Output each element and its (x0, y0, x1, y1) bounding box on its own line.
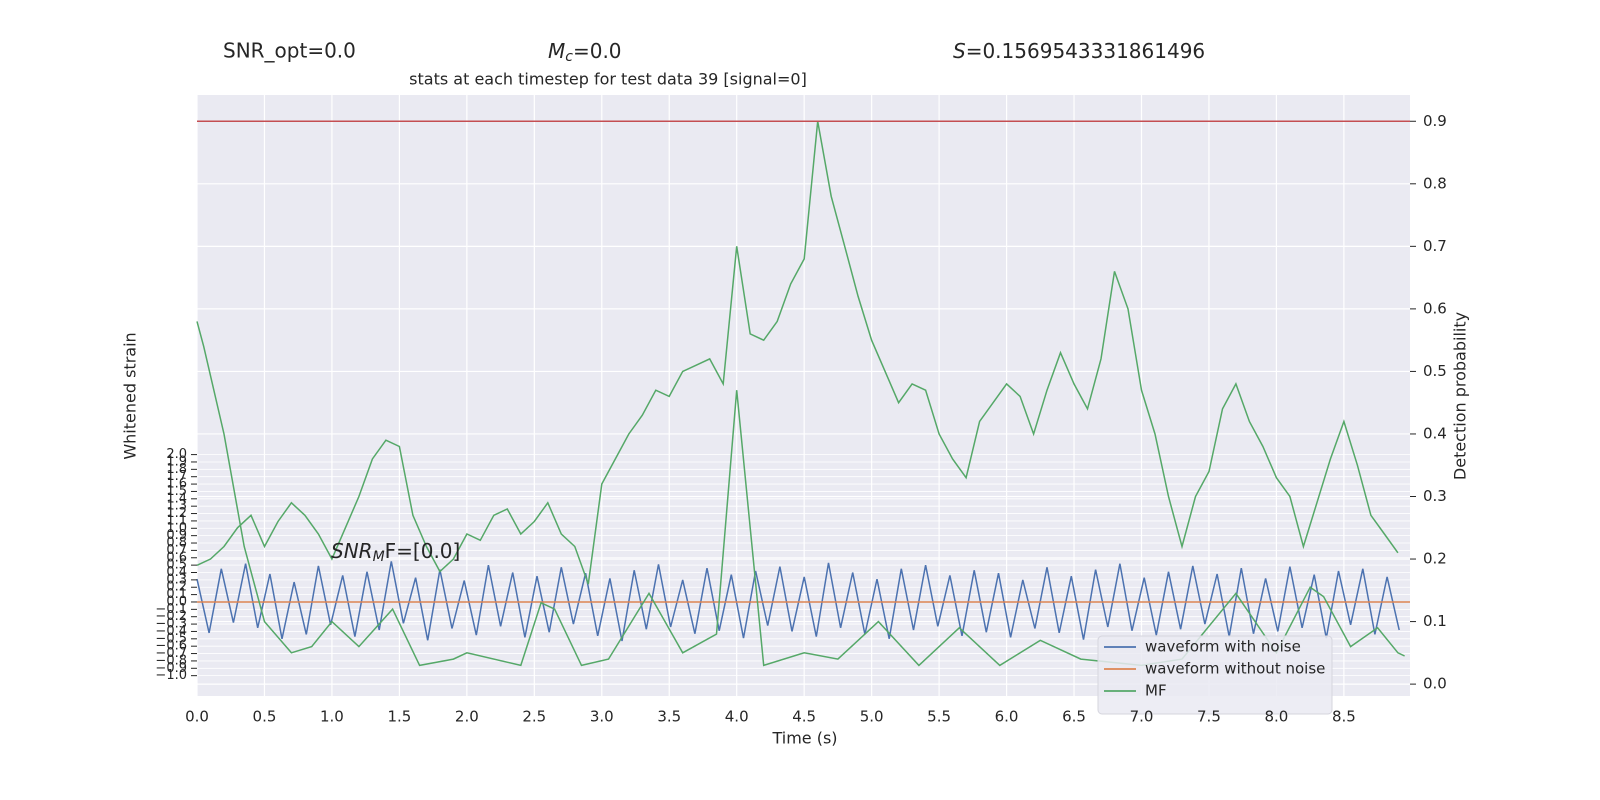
y2-axis-label: Detection probability (1451, 312, 1470, 480)
x-tick-label: 4.5 (792, 708, 816, 726)
y2-tick-label: 0.6 (1423, 299, 1447, 317)
y-tick-label: −0.3 (155, 617, 187, 632)
value: =0.0 (573, 39, 622, 63)
x-tick-label: 5.5 (927, 708, 951, 726)
x-tick-label: 2.0 (455, 708, 479, 726)
series-line (196, 121, 1399, 585)
y2-tick-label: 0.0 (1423, 675, 1447, 693)
y-tick-label: 1.5 (166, 484, 187, 499)
x-tick-label: 0.5 (253, 708, 277, 726)
symbol: M (548, 39, 565, 63)
y2-tick-label: 0.3 (1423, 487, 1447, 505)
y-tick-label: 1.4 (166, 491, 187, 506)
marks (196, 120, 1410, 667)
y-tick-label: −0.4 (155, 624, 187, 639)
snr-mf-annotation: SNRMF=[0.0] (331, 539, 460, 566)
y-tick-label: 1.3 (166, 499, 187, 514)
x-tick-label: 3.5 (657, 708, 681, 726)
y-tick-label: 1.8 (166, 462, 187, 477)
y-tick-label: 0.0 (166, 594, 187, 609)
x-tick-label: 7.5 (1197, 708, 1221, 726)
y-tick-label: −0.1 (155, 602, 187, 617)
y-tick-label: 0.9 (166, 528, 187, 543)
mc-annotation: Mc=0.0 (548, 39, 622, 66)
legend-box (1097, 635, 1333, 715)
symbol: SNR (331, 539, 373, 563)
s-annotation: S=0.1569543331861496 (953, 39, 1205, 63)
y-tick-label: 0.4 (166, 565, 187, 580)
y-tick-label: 1.6 (166, 477, 187, 492)
legend: waveform with noise waveform without nois… (1097, 635, 1333, 715)
y-tick-label: −0.7 (155, 646, 187, 661)
series-line (196, 561, 1400, 642)
subscript: M (373, 549, 385, 565)
x-tick-label: 3.0 (590, 708, 614, 726)
y-tick-label: 0.7 (166, 543, 187, 558)
y2-tick-label: 0.8 (1423, 174, 1447, 192)
y-tick-label: −0.6 (155, 639, 187, 654)
legend-label: waveform with noise (1145, 638, 1301, 656)
x-tick-label: 1.0 (320, 708, 344, 726)
y-tick-label: 1.0 (166, 521, 187, 536)
y-tick-label: −0.9 (155, 661, 187, 676)
y-tick-label: 0.3 (166, 572, 187, 587)
y-tick-label: −0.5 (155, 631, 187, 646)
value: F=[0.0] (385, 539, 461, 563)
y2-tick-label: 0.9 (1423, 112, 1447, 130)
x-tick-label: 8.5 (1332, 708, 1356, 726)
y-tick-label: 1.9 (166, 454, 187, 469)
legend-label: MF (1145, 682, 1167, 700)
y-tick-label: 1.2 (166, 506, 187, 521)
x-tick-label: 5.0 (860, 708, 884, 726)
x-axis-label: Time (s) (771, 729, 837, 748)
y-axis-label: Whitened strain (121, 332, 140, 459)
x-tick-label: 6.0 (995, 708, 1019, 726)
snr-opt: SNR_opt=0.0 (223, 39, 356, 63)
value: =0.1569543331861496 (966, 39, 1205, 63)
y2-tick-label: 0.1 (1423, 612, 1447, 630)
chart-title: stats at each timestep for test data 39 … (409, 70, 807, 89)
y2-tick-label: 0.2 (1423, 550, 1447, 568)
x-tick-label: 6.5 (1062, 708, 1086, 726)
legend-label: waveform without noise (1145, 660, 1325, 678)
y-tick-label: 1.1 (166, 513, 187, 528)
y-tick-label: 0.1 (166, 587, 187, 602)
x-tick-label: 1.5 (387, 708, 411, 726)
y-tick-label: 2.0 (166, 447, 187, 462)
subscript: c (565, 49, 573, 65)
y-tick-label: 0.8 (166, 536, 187, 551)
y-tick-label: −0.8 (155, 653, 187, 668)
x-tick-label: 7.0 (1130, 708, 1154, 726)
plot-area (197, 95, 1410, 696)
x-tick-label: 2.5 (522, 708, 546, 726)
y2-tick-label: 0.5 (1423, 362, 1447, 380)
y2-tick-label: 0.4 (1423, 424, 1447, 442)
y-tick-label: −1.0 (155, 668, 187, 683)
y-tick-label: 1.7 (166, 469, 187, 484)
y2-tick-label: 0.7 (1423, 237, 1447, 255)
y-tick-label: 0.6 (166, 550, 187, 565)
x-tick-label: 8.0 (1264, 708, 1288, 726)
series-line (196, 321, 1405, 667)
y-tick-label: 0.5 (166, 558, 187, 573)
x-tick-label: 0.0 (185, 708, 209, 726)
y-tick-label: 0.2 (166, 580, 187, 595)
y-tick-label: −0.2 (155, 609, 187, 624)
symbol: S (953, 39, 966, 63)
x-tick-label: 4.0 (725, 708, 749, 726)
